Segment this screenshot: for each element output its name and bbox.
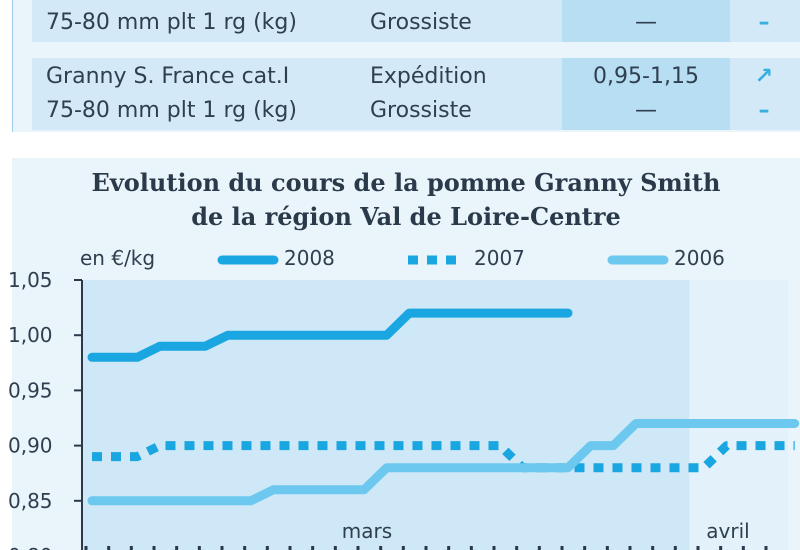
table-row: Granny S. France cat.I 75-80 mm plt 1 rg… — [32, 58, 800, 130]
y-axis-unit-label: en €/kg — [80, 246, 156, 270]
month-label-avril: avril — [706, 519, 749, 543]
series-line-2008 — [87, 308, 573, 362]
plot-background — [82, 280, 788, 550]
product-cell: Granny S. France cat.I — [46, 64, 290, 89]
series-line-2007 — [92, 441, 795, 473]
month-band-avril — [689, 280, 788, 550]
price-cell: 0,95-1,15 — [593, 64, 699, 89]
product-cell: 75-80 mm plt 1 rg (kg) — [46, 98, 297, 123]
table-left-border — [12, 0, 13, 132]
trend-up-icon: ↗ — [754, 64, 774, 89]
stage-cell: Expédition — [370, 64, 487, 89]
price-cell: — — [635, 10, 657, 35]
chart-title-line-1: Evolution du cours de la pomme Granny Sm… — [91, 168, 721, 197]
stage-cell: Grossiste — [370, 98, 472, 123]
y-tick-label: 0,95 — [8, 378, 53, 402]
price-column-highlight — [562, 0, 730, 42]
chart-title-line-2: de la région Val de Loire-Centre — [191, 202, 621, 231]
price-cell: — — [635, 98, 657, 123]
stage-cell: Grossiste — [370, 10, 472, 35]
price-column-highlight — [562, 58, 730, 130]
y-tick-label: 0,85 — [8, 489, 53, 513]
y-tick-label: 1,00 — [8, 323, 53, 347]
y-tick-label: 0,90 — [8, 434, 53, 458]
y-tick-label: 0,80 — [8, 544, 53, 550]
month-label-mars: mars — [342, 519, 392, 543]
series-line-2006 — [87, 419, 800, 506]
legend-label-2006: 2006 — [674, 246, 725, 270]
y-tick-label: 1,05 — [8, 268, 53, 292]
legend-label-2007: 2007 — [474, 246, 525, 270]
trend-icon: – — [758, 10, 770, 35]
trend-flat-icon: – — [758, 98, 770, 123]
legend — [217, 255, 669, 265]
table-row: 75-80 mm plt 1 rg (kg) Grossiste — – — [32, 0, 800, 42]
product-cell: 75-80 mm plt 1 rg (kg) — [46, 10, 297, 35]
price-table: 75-80 mm plt 1 rg (kg) Grossiste — – Gra… — [12, 0, 800, 132]
legend-label-2008: 2008 — [284, 246, 335, 270]
